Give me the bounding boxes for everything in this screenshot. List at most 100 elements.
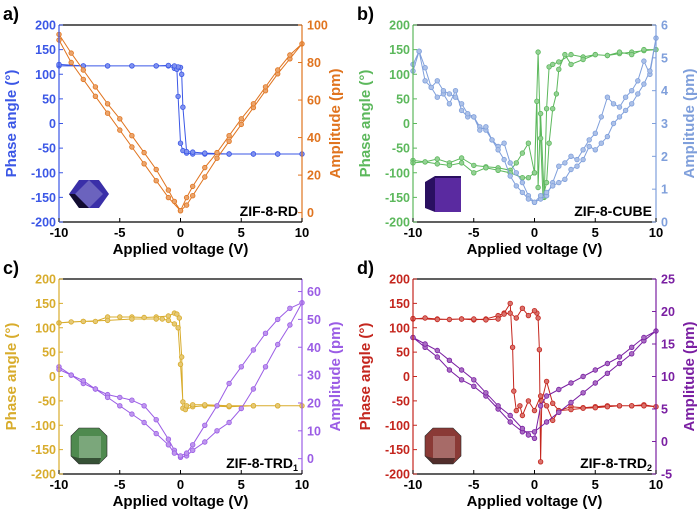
left-data-point [104,63,111,69]
left-data-point [517,403,523,409]
x-tick-label: -5 [468,477,480,492]
x-tick-label: -5 [114,477,126,492]
left-data-point [178,354,185,360]
left-y-tick-label: 50 [42,346,56,360]
left-data-point [507,310,513,316]
right-data-point [165,442,172,448]
right-data-point [519,179,526,186]
left-y-axis-title: Phase angle (°) [357,70,374,178]
right-data-point [507,419,513,425]
left-data-point [537,393,544,399]
right-data-point [616,354,623,360]
right-y-tick-label: 4 [661,84,668,98]
crystal-face [71,456,101,464]
left-y-tick-label: -100 [31,166,56,180]
crystal-truncated-rhombic-dodecahedron-icon [424,427,462,465]
x-tick-label: 0 [531,225,538,240]
left-y-tick-label: -50 [38,394,56,408]
right-data-point [117,394,123,401]
left-data-point [535,49,541,55]
left-data-point [434,316,440,323]
left-data-point [177,140,184,146]
right-data-point [598,114,604,120]
x-tick-label: 0 [177,477,184,492]
right-y-tick-label: 0 [307,206,314,220]
right-data-point [483,390,489,396]
right-data-point [616,104,623,110]
right-data-point [471,114,477,120]
sample-name: ZIF-8-RD [240,203,298,219]
left-data-point [513,160,519,166]
crystal-face [69,194,89,208]
left-data-point [604,404,611,410]
left-data-point [641,403,647,409]
left-data-point [519,412,526,419]
right-data-point [275,316,281,323]
right-data-point [550,183,556,189]
right-data-point [610,101,617,107]
right-y-tick-label: 2 [661,150,668,164]
x-axis-title: Applied voltage (V) [467,493,603,510]
right-data-point [434,78,440,84]
right-y-axis-title: Amplitude (pm) [681,69,698,179]
right-y-tick-label: 0 [661,216,668,230]
left-data-point [531,308,538,314]
x-tick-label: 0 [177,225,184,240]
right-y-tick-label: 40 [307,131,321,145]
right-data-point [635,78,641,84]
right-data-point [238,364,244,370]
right-y-tick-label: 20 [307,169,321,183]
left-data-point [562,51,568,58]
right-data-point [226,380,232,387]
left-data-point [568,51,574,58]
right-y-tick-label: 60 [307,285,321,299]
left-data-point [174,311,180,317]
right-data-point [580,147,586,153]
right-data-point [458,367,465,373]
right-data-point [202,422,208,428]
right-data-point [604,94,611,100]
crystal-face [435,178,461,212]
right-data-point [495,147,501,153]
right-data-point [104,394,111,401]
right-data-point [507,412,513,419]
right-data-point [531,435,538,441]
right-data-point [226,138,232,144]
left-data-point [175,93,181,100]
panel-label: b) [357,4,374,24]
right-data-point [68,50,74,56]
left-data-point [568,61,574,68]
x-tick-label: 10 [295,225,309,240]
left-data-point [171,63,178,69]
right-y-tick-label: 100 [307,19,328,33]
x-tick-label: 10 [649,477,663,492]
x-tick-label: 5 [238,225,245,240]
right-data-point [422,78,428,84]
sample-label: ZIF-8-TRD2 [580,455,652,473]
series-left-axis [56,310,305,413]
right-data-point [80,76,86,83]
left-data-point [537,459,544,465]
left-data-point [525,174,532,181]
left-data-point [509,344,516,350]
right-y-tick-label: 40 [307,341,321,355]
left-y-tick-label: 100 [389,68,410,82]
right-data-point [543,189,550,196]
x-tick-label: 5 [592,477,599,492]
panel-label: d) [357,258,374,278]
left-y-axis-title: Phase angle (°) [3,323,20,431]
right-data-point [495,403,501,409]
left-data-point [129,316,135,322]
left-data-point [483,165,489,171]
right-data-point [477,127,483,133]
left-data-point [580,56,586,63]
right-data-point [568,399,574,406]
right-data-point [287,52,293,58]
right-data-point [80,378,86,384]
left-data-point [171,321,178,327]
left-y-tick-label: 0 [49,117,56,131]
left-data-point [159,316,165,322]
right-data-point [580,390,586,396]
right-data-point [568,166,574,173]
right-data-point [574,163,580,169]
